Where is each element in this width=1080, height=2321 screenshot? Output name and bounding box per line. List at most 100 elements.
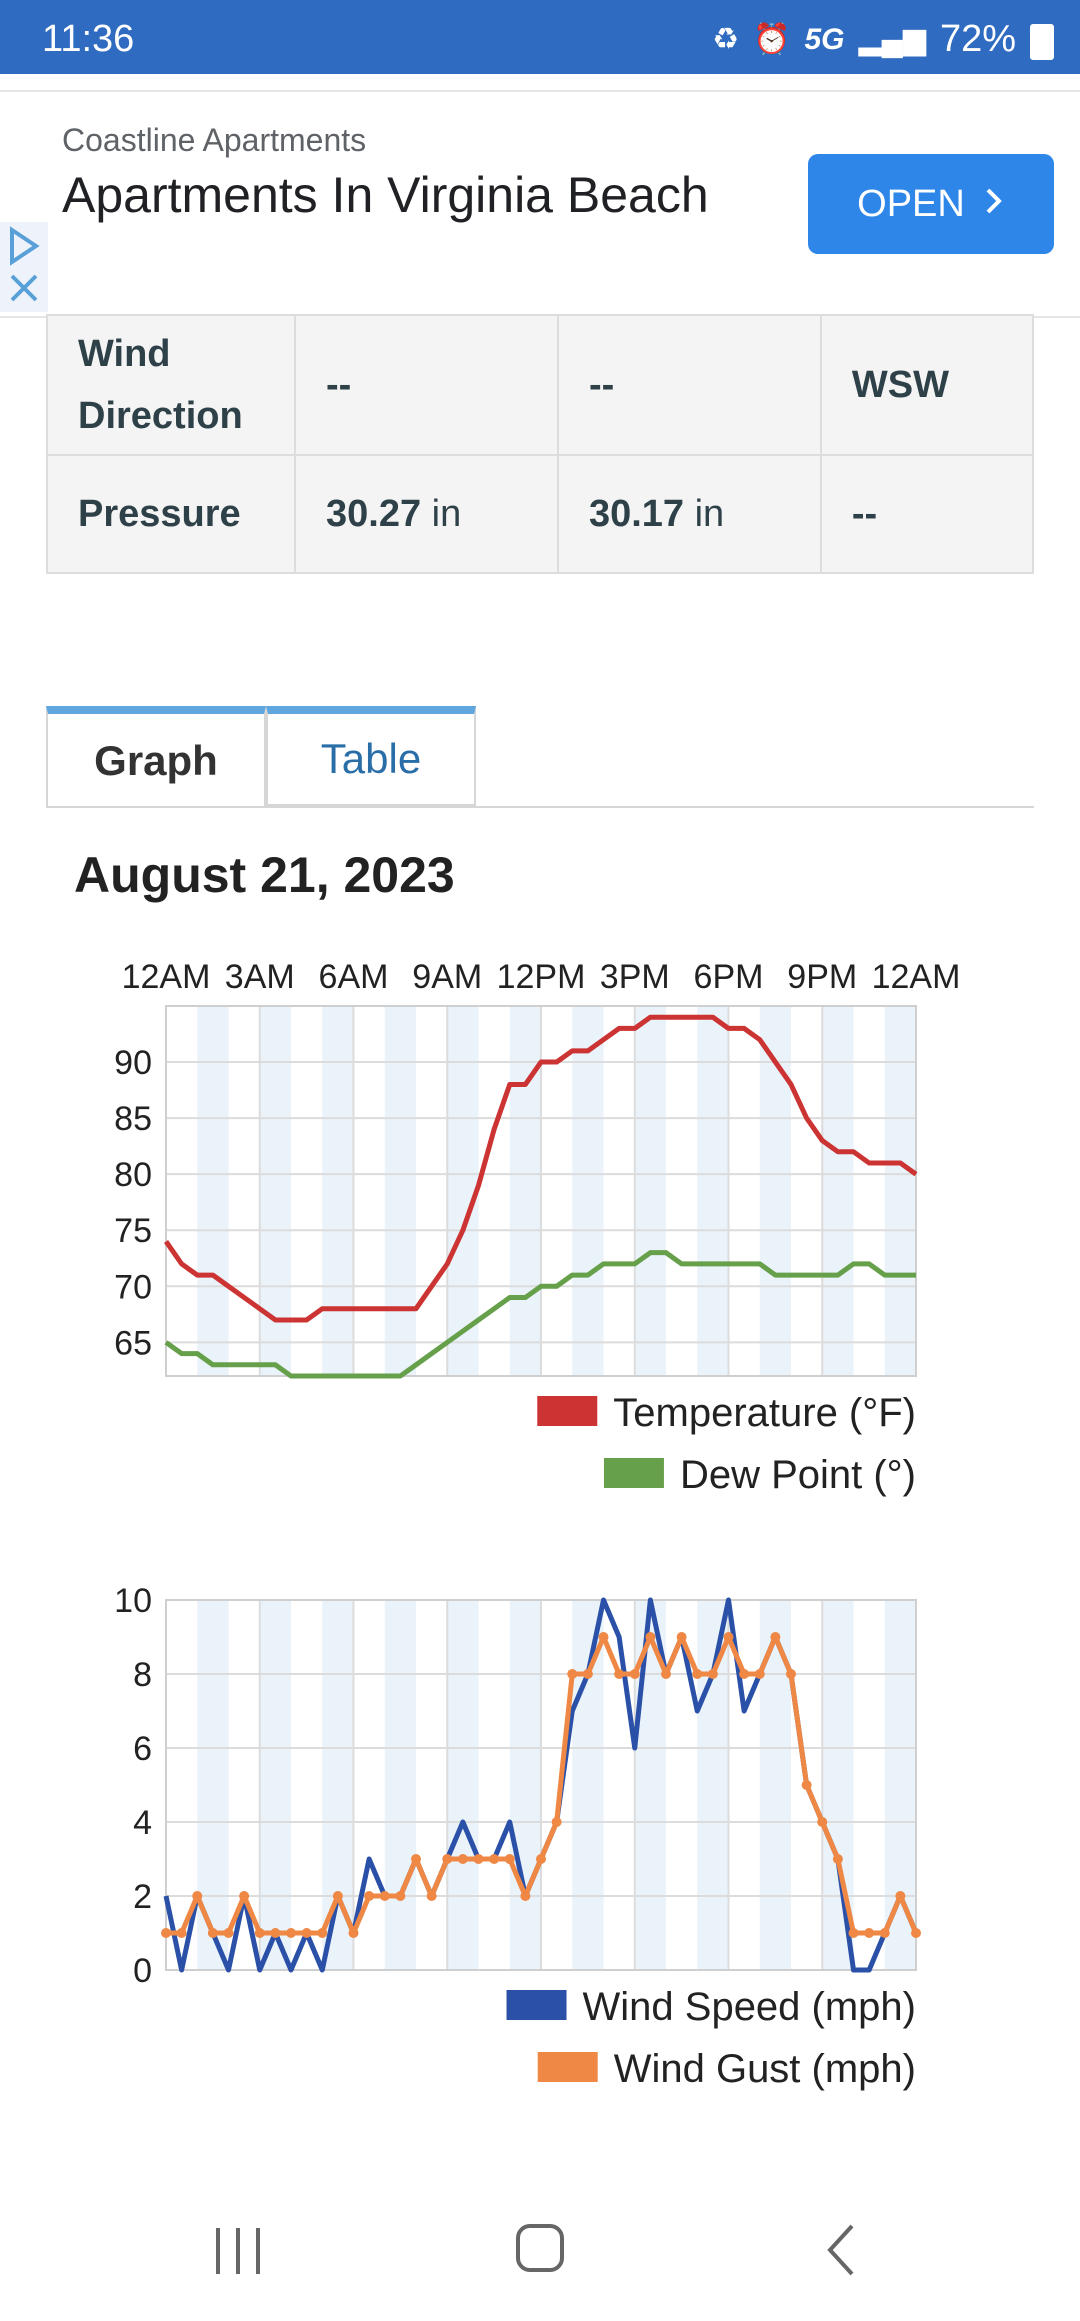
plot-frame [165,1599,917,1971]
hour-band [884,1006,916,1376]
y-tick-label: 80 [114,1156,152,1194]
hour-band [697,1600,729,1970]
gust-point [723,1632,734,1642]
series-line-1 [164,1250,916,1379]
table-cell: WSW [819,314,1035,456]
gust-point [848,1928,859,1938]
gust-point [817,1817,828,1827]
gust-point [661,1669,671,1679]
table-cell: 30.17 in [556,454,822,574]
gust-point [239,1891,250,1901]
y-tick-label: 85 [114,1100,152,1138]
y-tick-label: 6 [133,1730,152,1768]
gust-point [332,1891,343,1901]
observations-table: Wind Direction -- -- WSW Pressure 30.27 … [46,314,1035,574]
graph-date: August 21, 2023 [74,847,455,903]
hour-band [259,1600,291,1970]
hour-band [759,1006,791,1376]
gust-point [504,1854,515,1864]
hour-band [509,1600,541,1970]
tab-table[interactable]: Table [266,706,476,806]
battery-icon [1030,23,1054,60]
x-tick-label: 12AM [122,958,211,996]
gust-point [395,1891,406,1901]
legend-label: Wind Speed (mph) [583,1985,916,2029]
y-tick-label: 70 [114,1268,152,1306]
gust-point [442,1854,453,1864]
recent-apps-icon[interactable] [200,2220,280,2280]
gust-point [629,1669,640,1679]
hour-band [384,1006,416,1376]
gust-point [411,1854,421,1864]
tab-graph[interactable]: Graph [46,706,266,808]
gust-point [911,1928,921,1938]
status-time: 11:36 [42,18,135,60]
recycle-icon: ♻ [712,23,740,56]
tabs-divider [46,806,1034,808]
temperature-chart: 65 70 75 80 85 90 12AM 3AM 6AM 9AM 12PM 3PM 6PM 9PM 12… [114,958,960,1497]
legend-swatch [506,1990,567,2020]
hour-band [884,1600,916,1970]
hour-band [447,1600,479,1970]
legend-label: Wind Gust (mph) [614,2047,916,2091]
gust-point [489,1854,500,1864]
y-tick-label: 10 [114,1582,152,1620]
battery-percent: 72% [939,18,1016,60]
legend-label: Dew Point (°) [680,1453,916,1497]
ad-open-button[interactable]: OPEN [808,154,1054,254]
gust-point [192,1891,203,1901]
hour-band [322,1600,354,1970]
y-tick-label: 0 [133,1952,152,1990]
alarm-icon: ⏰ [753,23,791,56]
plot-frame [165,1005,917,1377]
table-cell: -- [556,314,822,456]
ad-choices[interactable] [0,222,48,312]
x-tick-label: 9AM [412,958,482,996]
y-tick-label: 2 [133,1878,152,1916]
home-icon[interactable] [516,2224,564,2272]
hour-band [322,1006,354,1376]
ad-open-label: OPEN [857,182,965,225]
gust-point [614,1669,625,1679]
gust-point [707,1669,718,1679]
gust-point [676,1632,687,1642]
x-tick-label: 3AM [225,958,295,996]
gust-point [786,1669,796,1679]
hour-band [197,1600,229,1970]
x-tick-label: 12AM [872,958,961,996]
status-bar: 11:36 ♻ ⏰ 5G ▂▄▆ 72% [0,0,1080,74]
navigation-bar [0,2180,1080,2316]
adchoices-icon[interactable] [10,226,40,266]
row-label: Wind Direction [46,314,296,456]
network-label: 5G [804,22,845,56]
hour-band [759,1600,791,1970]
back-icon[interactable] [827,2224,854,2276]
gust-point [551,1817,562,1827]
legend-swatch [603,1458,664,1488]
x-tick-label: 6AM [319,958,389,996]
gust-point [598,1632,609,1642]
legend-label: Temperature (°F) [613,1391,916,1435]
x-tick-label: 12PM [497,958,586,996]
hour-band [197,1006,229,1376]
hour-band [634,1006,666,1376]
y-tick-label: 65 [114,1324,152,1362]
close-icon[interactable] [10,274,38,302]
table-cell: -- [819,454,1035,574]
ad-headline[interactable]: Apartments In Virginia Beach [62,167,709,223]
gust-point [161,1928,171,1938]
y-tick-label: 8 [133,1656,152,1694]
chevron-right-icon [983,183,1005,226]
gust-point [754,1669,765,1679]
ad-brand: Coastline Apartments [62,122,367,158]
gust-point [864,1928,875,1938]
table-row: Pressure 30.27 in 30.17 in -- [46,454,1035,574]
gust-point [692,1669,703,1679]
gust-point [176,1928,187,1938]
cell-value: 30.17 [588,492,685,535]
cell-unit: in [684,492,725,535]
gust-point [348,1928,359,1938]
gust-point [567,1669,578,1679]
ad-banner[interactable]: Coastline Apartments Apartments In Virgi… [0,90,1080,318]
